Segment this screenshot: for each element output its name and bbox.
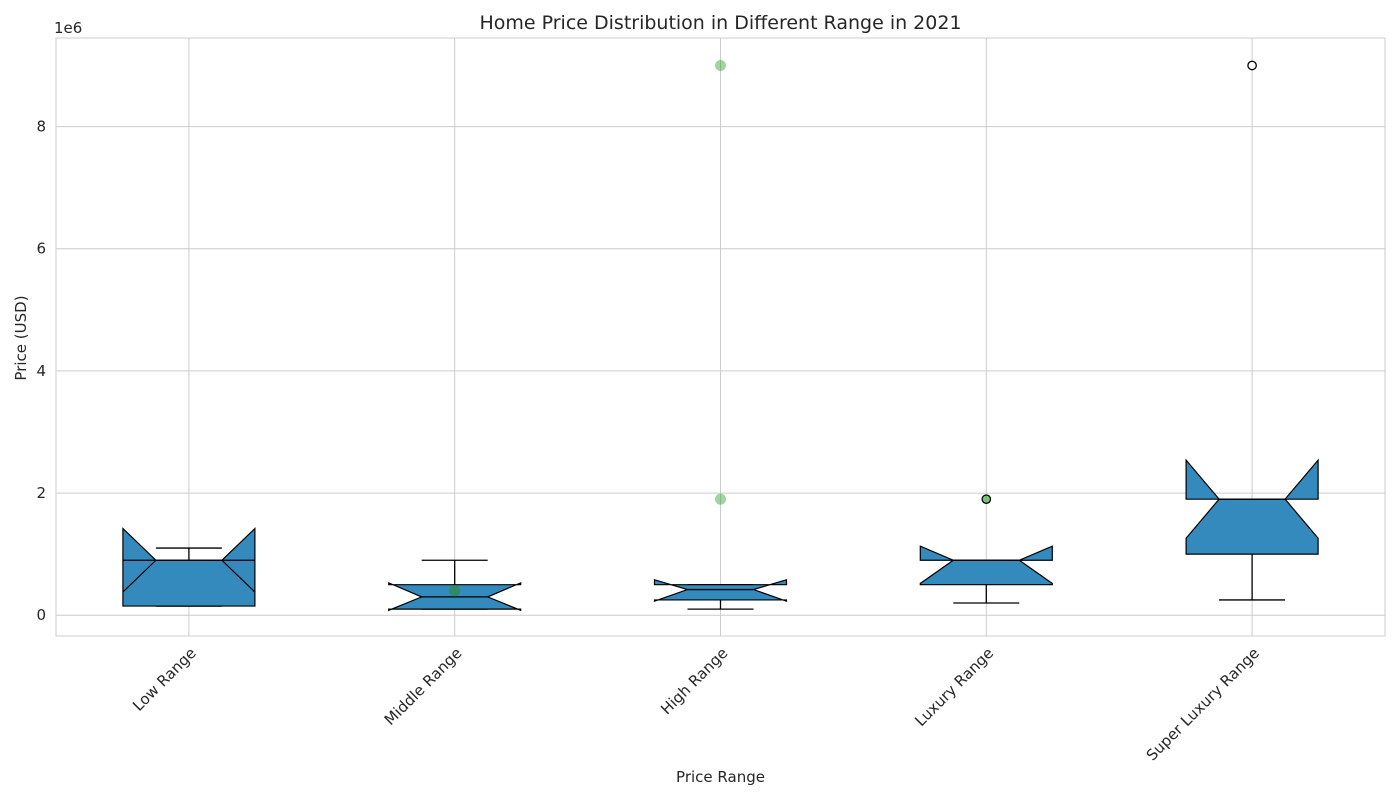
grid-lines bbox=[56, 38, 1385, 636]
y-tick-label: 2 bbox=[36, 484, 46, 502]
y-axis-offset-label: 1e6 bbox=[54, 19, 82, 37]
y-tick-label: 6 bbox=[36, 240, 46, 258]
outlier-point bbox=[981, 494, 992, 505]
box-group bbox=[122, 527, 256, 607]
notched-box bbox=[1185, 458, 1319, 555]
chart-title: Home Price Distribution in Different Ran… bbox=[479, 12, 961, 34]
notched-box bbox=[653, 579, 788, 603]
y-tick-label: 4 bbox=[36, 362, 46, 380]
plot-frame bbox=[55, 37, 1386, 637]
y-tick-label: 8 bbox=[36, 118, 46, 136]
x-axis-label: Price Range bbox=[676, 768, 765, 786]
outlier-point bbox=[715, 59, 726, 71]
notched-box bbox=[919, 545, 1053, 586]
data-point bbox=[449, 585, 461, 597]
outlier-point bbox=[715, 493, 726, 505]
box-group bbox=[388, 559, 522, 612]
notched-box bbox=[122, 527, 256, 607]
y-tick-label: 0 bbox=[36, 606, 46, 624]
box-group bbox=[1185, 60, 1319, 601]
y-axis-label: Price (USD) bbox=[12, 295, 30, 380]
y-tick-labels: 0 2 4 6 8 bbox=[36, 118, 46, 625]
outlier-point bbox=[1247, 60, 1257, 71]
box-group bbox=[653, 59, 788, 610]
boxes-layer bbox=[122, 59, 1319, 612]
box-group bbox=[919, 494, 1053, 604]
